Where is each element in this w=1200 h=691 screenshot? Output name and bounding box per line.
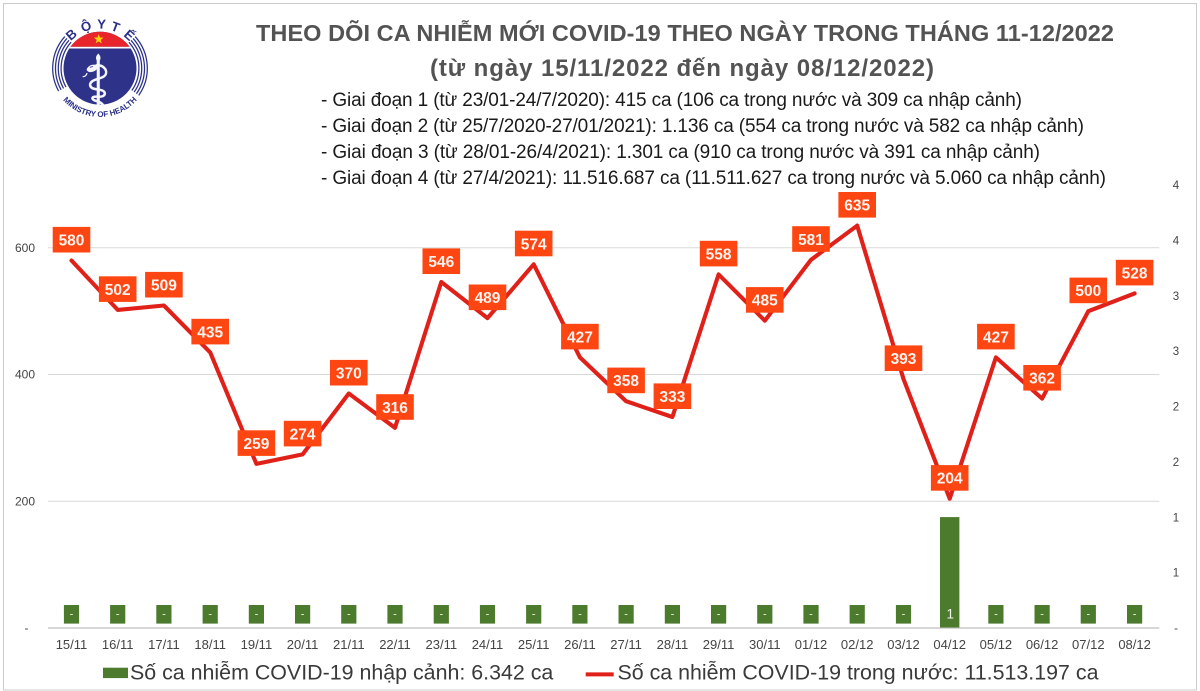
svg-text:22/11: 22/11 xyxy=(379,637,411,652)
svg-text:27/11: 27/11 xyxy=(610,637,642,652)
svg-text:-: - xyxy=(70,609,74,621)
svg-text:-: - xyxy=(1133,609,1137,621)
svg-text:558: 558 xyxy=(706,246,732,263)
svg-text:-: - xyxy=(255,609,259,621)
svg-text:1: 1 xyxy=(1173,568,1179,580)
svg-text:-: - xyxy=(1086,609,1090,621)
svg-text:2: 2 xyxy=(1173,402,1179,414)
svg-text:15/11: 15/11 xyxy=(56,637,88,652)
svg-text:485: 485 xyxy=(752,293,778,310)
svg-text:-: - xyxy=(486,609,490,621)
svg-text:-: - xyxy=(439,609,443,621)
svg-text:-: - xyxy=(25,621,29,635)
svg-text:Số ca nhiễm COVID-19 trong nướ: Số ca nhiễm COVID-19 trong nước: 11.513.… xyxy=(618,660,1099,685)
svg-text:Y: Y xyxy=(97,16,107,31)
svg-text:-: - xyxy=(393,609,397,621)
svg-text:08/12: 08/12 xyxy=(1118,637,1151,652)
svg-text:528: 528 xyxy=(1122,265,1148,282)
svg-text:3: 3 xyxy=(1173,346,1179,358)
svg-text:- Giai đoạn 1 (từ 23/01-24/7/2: - Giai đoạn 1 (từ 23/01-24/7/2020): 415 … xyxy=(321,90,1022,111)
svg-text:362: 362 xyxy=(1029,371,1055,388)
svg-text:274: 274 xyxy=(290,426,316,443)
svg-text:Số ca nhiễm COVID-19 nhập cảnh: Số ca nhiễm COVID-19 nhập cảnh: 6.342 ca xyxy=(130,660,553,685)
svg-text:24/11: 24/11 xyxy=(472,637,504,652)
svg-text:26/11: 26/11 xyxy=(564,637,596,652)
svg-text:16/11: 16/11 xyxy=(102,637,134,652)
svg-text:546: 546 xyxy=(428,254,454,271)
svg-text:427: 427 xyxy=(567,329,593,346)
svg-text:-: - xyxy=(162,609,166,621)
svg-text:02/12: 02/12 xyxy=(841,637,874,652)
svg-text:18/11: 18/11 xyxy=(194,637,226,652)
svg-text:-: - xyxy=(578,609,582,621)
svg-text:- Giai đoạn 2 (từ 25/7/2020-27: - Giai đoạn 2 (từ 25/7/2020-27/01/2021):… xyxy=(321,116,1084,137)
svg-text:03/12: 03/12 xyxy=(887,637,920,652)
svg-text:500: 500 xyxy=(1075,283,1101,300)
svg-text:- Giai đoạn 3 (từ 28/01-26/4/2: - Giai đoạn 3 (từ 28/01-26/4/2021): 1.30… xyxy=(321,142,1040,163)
svg-text:-: - xyxy=(301,609,305,621)
svg-text:502: 502 xyxy=(105,282,131,299)
svg-text:3: 3 xyxy=(1173,291,1179,303)
svg-text:358: 358 xyxy=(613,373,639,390)
svg-text:2: 2 xyxy=(1173,457,1179,469)
svg-text:-: - xyxy=(717,609,721,621)
svg-text:4: 4 xyxy=(1173,235,1180,247)
svg-text:-: - xyxy=(1174,623,1178,635)
svg-text:28/11: 28/11 xyxy=(657,637,689,652)
svg-text:-: - xyxy=(347,609,351,621)
svg-text:-: - xyxy=(116,609,120,621)
svg-text:435: 435 xyxy=(197,324,223,341)
svg-text:-: - xyxy=(902,609,906,621)
svg-text:4: 4 xyxy=(1173,180,1180,192)
svg-text:20/11: 20/11 xyxy=(287,637,319,652)
svg-text:509: 509 xyxy=(151,278,177,295)
svg-text:1: 1 xyxy=(947,607,955,622)
svg-text:Ộ: Ộ xyxy=(79,18,93,35)
svg-text:1: 1 xyxy=(1173,512,1179,524)
svg-text:316: 316 xyxy=(382,400,408,417)
svg-text:29/11: 29/11 xyxy=(703,637,735,652)
svg-text:333: 333 xyxy=(659,389,685,406)
svg-text:01/12: 01/12 xyxy=(795,637,828,652)
svg-text:- Giai đoạn 4 (từ 27/4/2021):: - Giai đoạn 4 (từ 27/4/2021): 11.516.687… xyxy=(321,168,1106,189)
svg-text:400: 400 xyxy=(15,368,35,382)
svg-text:-: - xyxy=(208,609,212,621)
svg-text:23/11: 23/11 xyxy=(426,637,458,652)
svg-text:-: - xyxy=(763,609,767,621)
svg-text:07/12: 07/12 xyxy=(1072,637,1105,652)
svg-text:200: 200 xyxy=(15,495,35,509)
svg-text:25/11: 25/11 xyxy=(518,637,550,652)
svg-text:-: - xyxy=(624,609,628,621)
svg-text:574: 574 xyxy=(521,236,547,253)
svg-text:04/12: 04/12 xyxy=(933,637,966,652)
svg-text:-: - xyxy=(855,609,859,621)
svg-text:489: 489 xyxy=(475,290,501,307)
svg-text:635: 635 xyxy=(844,198,870,215)
svg-text:06/12: 06/12 xyxy=(1026,637,1059,652)
svg-text:-: - xyxy=(994,609,998,621)
svg-text:580: 580 xyxy=(59,233,85,250)
svg-text:21/11: 21/11 xyxy=(333,637,365,652)
svg-text:-: - xyxy=(532,609,536,621)
svg-text:-: - xyxy=(671,609,675,621)
svg-text:370: 370 xyxy=(336,366,362,383)
svg-text:19/11: 19/11 xyxy=(241,637,273,652)
svg-text:30/11: 30/11 xyxy=(749,637,781,652)
svg-text:17/11: 17/11 xyxy=(148,637,180,652)
svg-text:THEO DÕI CA NHIỄM MỚI COVID-19: THEO DÕI CA NHIỄM MỚI COVID-19 THEO NGÀY… xyxy=(256,18,1114,46)
svg-text:393: 393 xyxy=(891,351,917,368)
svg-text:-: - xyxy=(809,609,813,621)
svg-text:204: 204 xyxy=(937,471,963,488)
svg-text:581: 581 xyxy=(798,232,824,249)
svg-text:-: - xyxy=(1040,609,1044,621)
svg-text:(từ ngày 15/11/2022 đến ngày 0: (từ ngày 15/11/2022 đến ngày 08/12/2022) xyxy=(430,55,934,82)
svg-text:05/12: 05/12 xyxy=(980,637,1013,652)
svg-text:259: 259 xyxy=(243,436,269,453)
svg-text:600: 600 xyxy=(15,241,35,255)
svg-text:427: 427 xyxy=(983,329,1009,346)
